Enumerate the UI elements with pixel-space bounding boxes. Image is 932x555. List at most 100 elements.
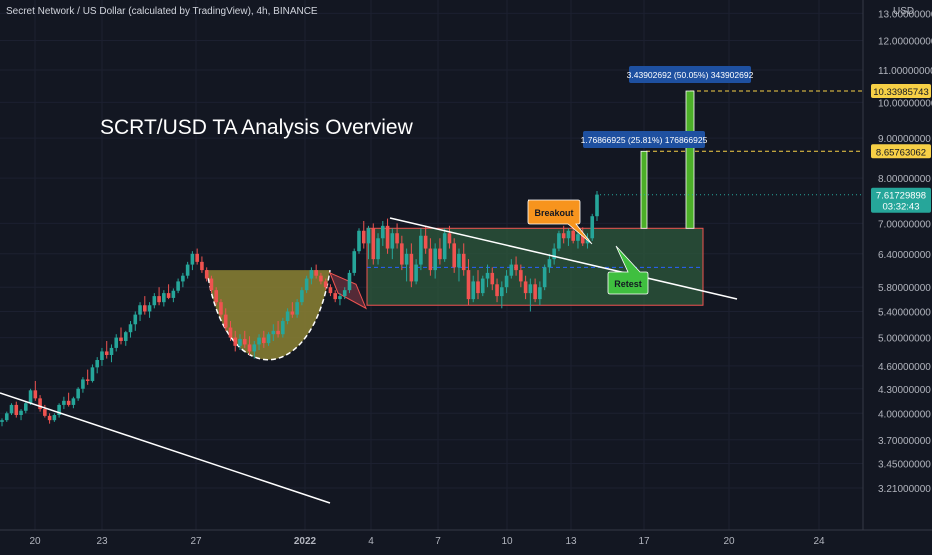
candle-body — [585, 238, 590, 244]
candle-body — [523, 281, 528, 294]
target-2-price-tag: 10.33985743 — [871, 84, 931, 99]
symbol-legend[interactable]: Secret Network / US Dollar (calculated b… — [6, 6, 318, 17]
price-tick-label: 6.40000000 — [878, 250, 931, 261]
candle-body — [381, 225, 385, 239]
price-tick-label: 8.00000000 — [878, 174, 931, 185]
candle-body — [342, 290, 347, 297]
candle-body — [338, 296, 342, 300]
time-tick-label: 13 — [565, 536, 577, 547]
candle-body — [128, 324, 133, 333]
candle-body — [309, 270, 314, 279]
candle-body — [366, 228, 371, 244]
candle-body — [66, 400, 71, 405]
candle-body — [423, 235, 428, 249]
time-tick-label: 4 — [368, 536, 374, 547]
candle-body — [262, 337, 266, 344]
price-tick-label: 11.00000000 — [878, 66, 932, 77]
time-tick-label: 2022 — [294, 536, 317, 547]
candle-body — [47, 415, 52, 421]
candle-body — [62, 400, 66, 405]
candle-body — [138, 305, 142, 315]
measure-label-2-text: 3.43902692 (50.05%) 343902692 — [627, 70, 754, 80]
candle-body — [361, 230, 366, 244]
candle-body — [552, 248, 556, 260]
candle-body — [285, 311, 290, 322]
breakout-label: Breakout — [534, 208, 573, 218]
candle-body — [480, 278, 485, 294]
price-tick-label: 13.00000000 — [878, 9, 932, 20]
candle-body — [81, 379, 85, 389]
time-tick-label: 20 — [29, 536, 41, 547]
candles — [0, 191, 599, 427]
candle-body — [576, 234, 580, 241]
price-axis[interactable]: 12.00000000 11.00000000 10.00000000 9.00000… — [878, 9, 932, 495]
time-tick-label: 17 — [638, 536, 650, 547]
candle-body — [109, 347, 114, 355]
candle-body — [347, 272, 352, 291]
candle-body — [500, 287, 504, 297]
target-1-price-tag: 8.65763062 — [871, 144, 931, 159]
price-tick-label: 7.00000000 — [878, 219, 931, 230]
candle-body — [257, 337, 261, 345]
time-tick-label: 20 — [723, 536, 735, 547]
candle-body — [304, 278, 309, 291]
handle-flag-pattern — [329, 271, 368, 310]
candle-body — [223, 314, 228, 328]
candle-body — [276, 330, 280, 335]
breakout-callout: Breakout — [527, 199, 593, 245]
candle-body — [514, 264, 518, 271]
time-axis[interactable]: 20 23 27 2022 4 7 10 13 17 20 24 — [29, 536, 825, 547]
price-tick-label: 5.40000000 — [878, 307, 931, 318]
drawing-lines — [0, 90, 863, 504]
candle-body — [333, 293, 337, 300]
candle-body — [33, 390, 38, 399]
candle-body — [252, 344, 257, 352]
candle-body — [557, 233, 561, 249]
candle-body — [114, 337, 119, 348]
candle-body — [133, 314, 138, 325]
price-tick-label: 9.00000000 — [878, 134, 931, 145]
time-tick-label: 27 — [190, 536, 202, 547]
measure-label-1: 1.76866925 (25.81%) 176866925 — [581, 131, 708, 148]
candle-body — [104, 351, 109, 355]
candle-body — [38, 398, 42, 410]
candle-body — [295, 302, 299, 315]
candle-body — [352, 251, 357, 273]
candle-body — [57, 404, 61, 416]
candle-body — [395, 233, 399, 244]
price-tick-label: 10.00000000 — [878, 98, 932, 109]
candle-body — [461, 253, 466, 271]
candle-body — [238, 338, 242, 346]
price-tick-label: 5.80000000 — [878, 283, 931, 294]
retest-callout: Retest — [607, 245, 649, 295]
currency-label[interactable]: USD — [893, 6, 914, 17]
candle-body — [166, 293, 171, 298]
candle-body — [442, 233, 447, 260]
candle-body — [28, 390, 33, 404]
candle-body — [200, 261, 204, 271]
candle-body — [561, 233, 566, 239]
candle-body — [538, 287, 542, 300]
candle-body — [176, 281, 180, 291]
price-tick-label: 5.00000000 — [878, 334, 931, 345]
candle-body — [19, 410, 23, 416]
candle-body — [209, 278, 214, 291]
candle-body — [547, 259, 552, 268]
candle-body — [371, 228, 376, 260]
candle-body — [162, 293, 166, 303]
descending-resistance-line — [389, 217, 738, 300]
candle-body — [290, 311, 295, 315]
candle-body — [152, 296, 157, 306]
candle-body — [100, 351, 104, 361]
candle-body — [195, 253, 199, 262]
lower-trendline — [0, 392, 331, 504]
candle-body — [452, 243, 456, 268]
candle-body — [414, 264, 418, 282]
bar-countdown-text: 03:32:43 — [883, 202, 920, 213]
price-tick-label: 3.21000000 — [878, 484, 931, 495]
time-tick-label: 24 — [813, 536, 825, 547]
candle-body — [323, 281, 328, 288]
